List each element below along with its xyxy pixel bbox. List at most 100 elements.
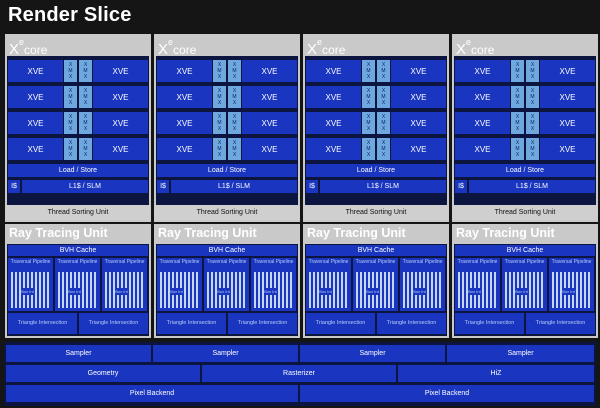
xve-unit: XVE — [455, 112, 510, 134]
xve-row: XVE X M X X M X XVE — [306, 86, 446, 108]
xe-core-units: XVE X M X X M X XVE XVE X M X X M X XVE XVE X M X X M X XVE XVE X… — [7, 56, 149, 216]
box-intersect-label: Box Int — [366, 288, 379, 295]
xe-core-units: XVE X M X X M X XVE XVE X M X X M X XVE XVE X M X X M X XVE XVE X… — [156, 56, 298, 216]
instruction-cache: I$ — [8, 180, 20, 193]
triangle-intersection: Triangle Intersection — [228, 313, 297, 334]
shared-units-panel: Sampler Sampler Sampler Sampler Geometry… — [4, 342, 596, 406]
pixel-backend-block: Pixel Backend — [300, 385, 594, 402]
xve-unit: XVE — [157, 86, 212, 108]
xve-unit: XVE — [455, 138, 510, 160]
box-intersect-label: Box Int — [515, 288, 528, 295]
hiz-block: HiZ — [398, 365, 594, 382]
xve-row: XVE X M X X M X XVE — [306, 138, 446, 160]
load-store-unit: Load / Store — [455, 164, 595, 177]
traversal-pipeline: Traversal Pipeline Box Int — [549, 258, 594, 311]
xve-row: XVE X M X X M X XVE — [157, 86, 297, 108]
traversal-pipeline: Traversal Pipeline Box Int — [157, 258, 202, 311]
ray-tracing-unit-body: BVH Cache Traversal Pipeline Box Int Traver… — [156, 244, 298, 336]
xve-unit: XVE — [540, 60, 595, 82]
xve-row: XVE X M X X M X XVE — [8, 86, 148, 108]
xve-row: XVE X M X X M X XVE — [8, 112, 148, 134]
ray-tracing-unit: Ray Tracing Unit BVH Cache Traversal Pipel… — [452, 224, 598, 338]
traversal-pipeline: Traversal Pipeline Box Int — [55, 258, 100, 311]
xve-unit: XVE — [391, 138, 446, 160]
xe-core-label: Xecore — [456, 37, 495, 58]
xe-core-label: Xecore — [307, 37, 346, 58]
xve-unit: XVE — [93, 112, 148, 134]
traversal-pipeline: Traversal Pipeline Box Int — [306, 258, 351, 311]
xve-unit: XVE — [306, 112, 361, 134]
triangle-intersection: Triangle Intersection — [157, 313, 226, 334]
xve-unit: XVE — [8, 60, 63, 82]
xve-unit: XVE — [455, 86, 510, 108]
xve-unit: XVE — [306, 60, 361, 82]
xve-row: XVE X M X X M X XVE — [306, 60, 446, 82]
xve-unit: XVE — [8, 112, 63, 134]
thread-sorting-unit: Thread Sorting Unit — [5, 205, 151, 220]
load-store-unit: Load / Store — [157, 164, 297, 177]
traversal-pipeline-label: Traversal Pipeline — [57, 259, 98, 265]
xve-unit: XVE — [391, 112, 446, 134]
xve-row: XVE X M X X M X XVE — [306, 112, 446, 134]
traversal-pipeline: Traversal Pipeline Box Int — [102, 258, 147, 311]
xve-unit: XVE — [391, 60, 446, 82]
thread-sorting-unit: Thread Sorting Unit — [303, 205, 449, 220]
xve-unit: XVE — [455, 60, 510, 82]
xve-unit: XVE — [8, 138, 63, 160]
thread-sorting-unit: Thread Sorting Unit — [452, 205, 598, 220]
xve-row: XVE X M X X M X XVE — [157, 112, 297, 134]
xve-unit: XVE — [93, 138, 148, 160]
ray-tracing-unit-body: BVH Cache Traversal Pipeline Box Int Traver… — [454, 244, 596, 336]
instruction-cache: I$ — [157, 180, 169, 193]
triangle-intersection: Triangle Intersection — [377, 313, 446, 334]
pixel-backend-block: Pixel Backend — [6, 385, 298, 402]
ray-tracing-unit: Ray Tracing Unit BVH Cache Traversal Pipel… — [5, 224, 151, 338]
traversal-pipeline-label: Traversal Pipeline — [159, 259, 200, 265]
traversal-pipeline-label: Traversal Pipeline — [355, 259, 396, 265]
traversal-pipeline-label: Traversal Pipeline — [551, 259, 592, 265]
triangle-intersection: Triangle Intersection — [455, 313, 524, 334]
xve-unit: XVE — [242, 86, 297, 108]
load-store-unit: Load / Store — [8, 164, 148, 177]
traversal-pipeline-label: Traversal Pipeline — [206, 259, 247, 265]
xve-unit: XVE — [242, 60, 297, 82]
load-store-unit: Load / Store — [306, 164, 446, 177]
xve-unit: XVE — [93, 60, 148, 82]
traversal-pipeline-label: Traversal Pipeline — [253, 259, 294, 265]
box-intersect-label: Box Int — [319, 288, 332, 295]
xe-core-label: Xecore — [158, 37, 197, 58]
instruction-cache: I$ — [455, 180, 467, 193]
traversal-pipeline-label: Traversal Pipeline — [504, 259, 545, 265]
triangle-intersection: Triangle Intersection — [526, 313, 595, 334]
box-intersect-label: Box Int — [21, 288, 34, 295]
xve-row: XVE X M X X M X XVE — [455, 86, 595, 108]
l1-slm-cache: L1$ / SLM — [22, 180, 148, 193]
traversal-pipeline: Traversal Pipeline Box Int — [455, 258, 500, 311]
l1-slm-cache: L1$ / SLM — [171, 180, 297, 193]
xve-row: XVE X M X X M X XVE — [8, 138, 148, 160]
xve-unit: XVE — [157, 60, 212, 82]
instruction-cache: I$ — [306, 180, 318, 193]
xve-unit: XVE — [8, 86, 63, 108]
traversal-pipeline: Traversal Pipeline Box Int — [8, 258, 53, 311]
